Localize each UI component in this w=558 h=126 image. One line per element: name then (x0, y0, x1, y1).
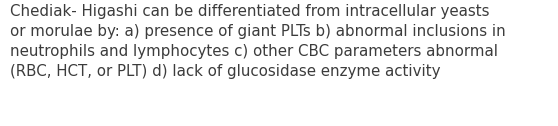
Text: Chediak- Higashi can be differentiated from intracellular yeasts
or morulae by: : Chediak- Higashi can be differentiated f… (10, 4, 506, 79)
